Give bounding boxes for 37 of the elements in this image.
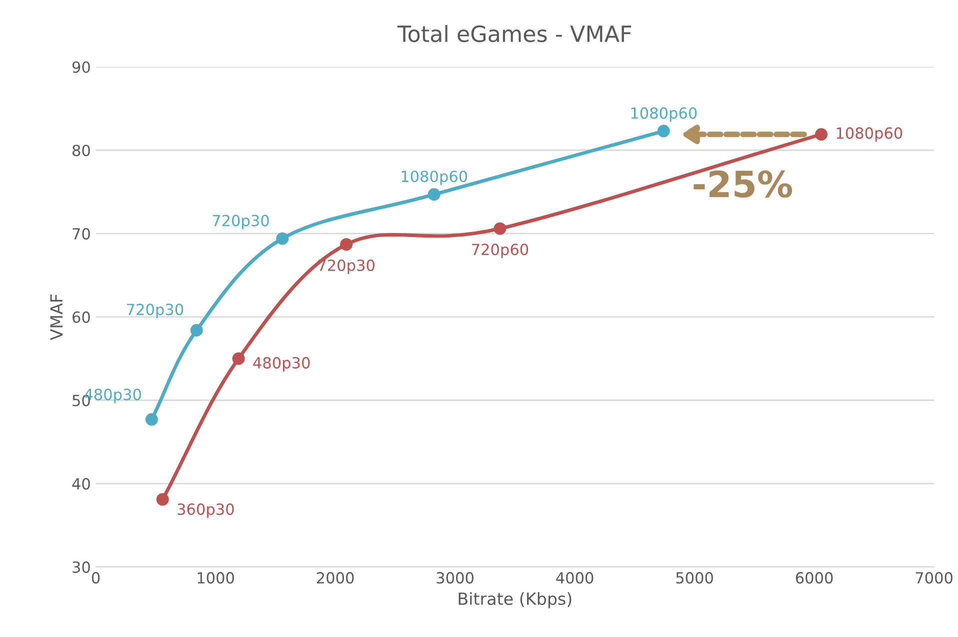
x-tick-label: 7000 bbox=[916, 572, 952, 584]
annotation: 720p60 bbox=[472, 244, 528, 258]
annotation: 720p30 bbox=[318, 260, 374, 274]
y-tick-label: 70 bbox=[72, 228, 90, 240]
y-tick-label: 90 bbox=[72, 61, 90, 73]
point bbox=[340, 238, 353, 251]
x-tick-label: 4000 bbox=[556, 572, 594, 584]
annotation: 1080p60 bbox=[402, 170, 468, 186]
point bbox=[232, 352, 245, 365]
x-tick-label: 6000 bbox=[796, 572, 833, 584]
x-tick-label: 2000 bbox=[316, 572, 354, 584]
x-tick-label: 0 bbox=[92, 572, 100, 584]
point bbox=[657, 124, 670, 138]
chart-title: Total eGames - VMAF bbox=[397, 25, 632, 42]
x-axis-title: Bitrate (Kbps) bbox=[458, 592, 572, 608]
x-tick-label: 5000 bbox=[676, 572, 713, 584]
point bbox=[814, 128, 828, 141]
y-tick-label: 30 bbox=[72, 561, 90, 573]
annotation: 720p30 bbox=[127, 304, 184, 318]
annotation: 1080p60 bbox=[836, 127, 902, 142]
annotation: 360p30 bbox=[178, 503, 234, 518]
point bbox=[156, 493, 169, 506]
point bbox=[145, 413, 158, 426]
point bbox=[494, 222, 506, 235]
point bbox=[276, 232, 289, 245]
y-tick-label: 60 bbox=[72, 311, 90, 323]
x-tick-label: 1000 bbox=[198, 572, 234, 584]
x-tick-label: 3000 bbox=[436, 572, 474, 584]
annotation: 480p30 bbox=[253, 357, 310, 372]
point bbox=[428, 188, 440, 201]
y-tick-label: 40 bbox=[72, 478, 90, 490]
y-axis-title: VMAF bbox=[50, 294, 62, 340]
point bbox=[190, 324, 203, 336]
y-tick-label: 80 bbox=[72, 144, 90, 156]
annotation: 1080p60 bbox=[631, 107, 697, 122]
annotation: 720p30 bbox=[212, 214, 269, 230]
annotation: -25% bbox=[694, 170, 792, 198]
